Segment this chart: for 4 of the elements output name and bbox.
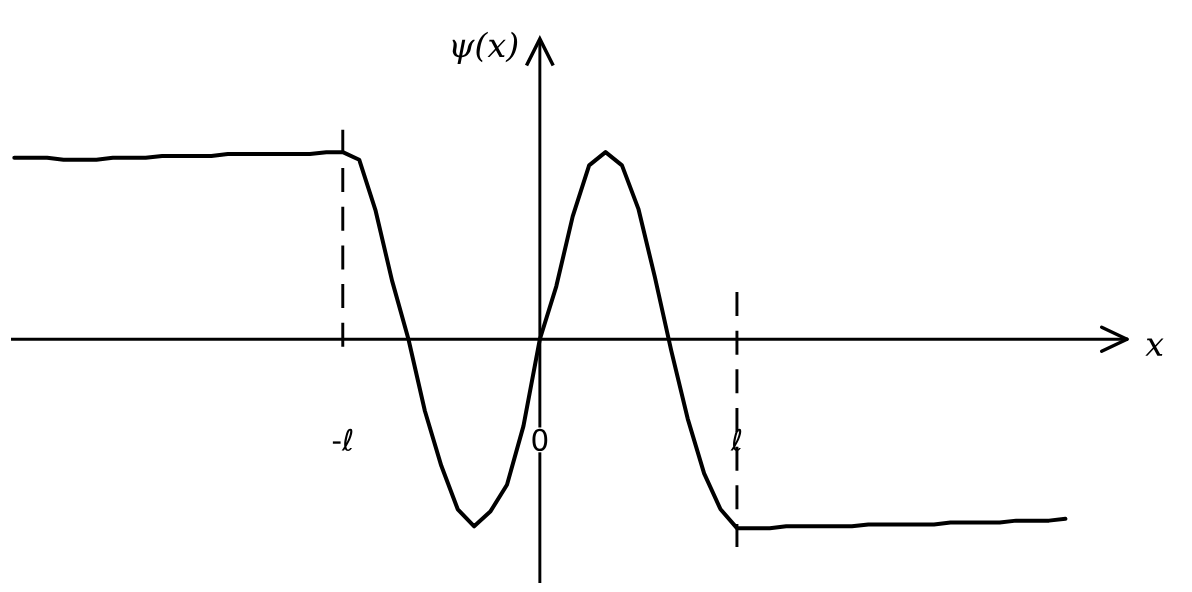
y-axis-title: ψ(x) (452, 31, 518, 64)
x-axis-title: x (1145, 338, 1164, 356)
x-tick-label: -ℓ (332, 428, 353, 452)
x-tick-label: 0 (532, 428, 548, 452)
